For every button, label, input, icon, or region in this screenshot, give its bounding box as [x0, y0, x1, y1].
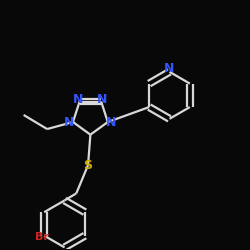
- Text: N: N: [97, 92, 108, 106]
- Text: Br: Br: [35, 232, 49, 242]
- Text: N: N: [64, 116, 74, 128]
- Text: N: N: [164, 62, 175, 76]
- Text: N: N: [106, 116, 117, 128]
- Text: N: N: [73, 92, 84, 106]
- Text: S: S: [84, 159, 92, 172]
